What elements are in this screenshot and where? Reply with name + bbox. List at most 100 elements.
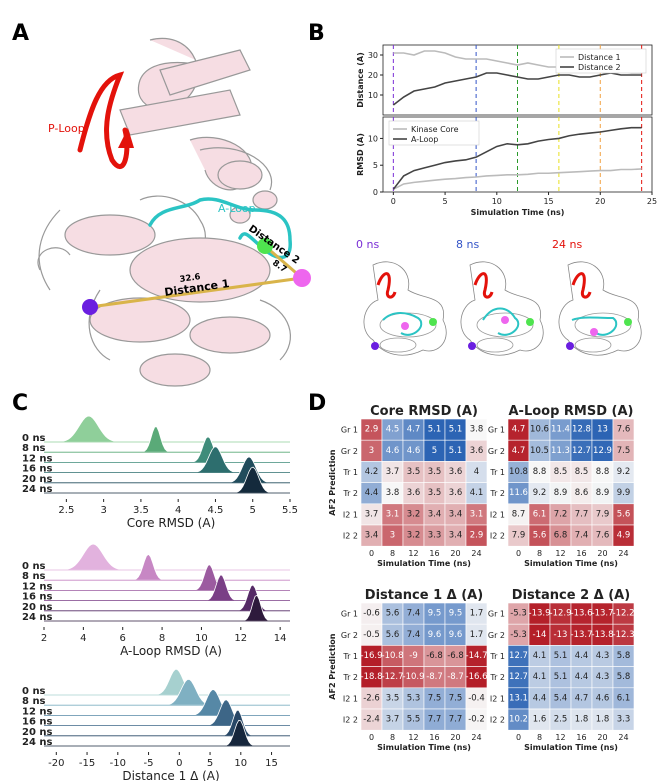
heatmap-cell-value: 3.8 [386, 488, 400, 498]
loop-coil [199, 147, 273, 191]
heatmap-title: A-Loop RMSD (A) [508, 404, 633, 419]
heatmap-cell-value: 8.6 [575, 488, 589, 498]
heatmap-cell-value: -8.7 [426, 672, 443, 682]
heatmap-y-axis-label: AF2 Prediction [328, 633, 337, 700]
distance-1-line [89, 276, 303, 309]
heatmap-cell-value: 8.8 [533, 467, 547, 477]
heatmap-cell-value: 9.5 [449, 609, 463, 619]
panel-label-c: C [12, 391, 28, 416]
ridge-label: 12 ns [22, 453, 53, 464]
heatmap-cell-value: -0.5 [363, 630, 380, 640]
heatmap-cell-value: 2.9 [365, 425, 379, 435]
x-tick-label: 2.5 [58, 505, 74, 516]
snapshot-protein-outline [558, 261, 642, 356]
panel-label-a: A [12, 21, 29, 46]
heatmap-cell-value: 8.9 [596, 488, 610, 498]
heatmap-cell-value: 3.5 [428, 488, 442, 498]
heatmap-title: Core RMSD (A) [370, 404, 478, 419]
heatmap-cell-value: 3.7 [386, 467, 400, 477]
snapshot-residue-3 [590, 328, 598, 336]
heatmap-cell-value: -16.9 [361, 651, 383, 661]
heatmap-row-label: I2 2 [343, 532, 358, 541]
distance-1-value: 32.6 [179, 272, 201, 285]
distance-2-value: 8.7 [270, 258, 288, 275]
heatmap-cell-value: 4.4 [365, 488, 379, 498]
x-tick-label: 15 [543, 197, 553, 206]
heatmap-cell-value: 10.2 [509, 715, 528, 725]
heatmap-cell-value: -8.7 [447, 672, 464, 682]
heatmap-cell-value: 12.7 [509, 672, 528, 682]
snapshot-helix [574, 337, 612, 353]
heatmap-cell-value: 9.2 [533, 488, 547, 498]
heatmap-col-label: 12 [408, 549, 418, 558]
heatmap-cell-value: 4.3 [596, 672, 610, 682]
density-ridge [44, 543, 290, 571]
snapshot-residue-2 [624, 318, 632, 326]
heatmap-cell-value: 6.8 [554, 531, 568, 541]
x-tick-label: 5 [250, 505, 256, 516]
heatmap-cell-value: 3.2 [407, 509, 421, 519]
ridge-label: 16 ns [22, 592, 53, 603]
x-tick-label: 3 [100, 505, 106, 516]
heatmap-cell-value: 8.7 [512, 509, 526, 519]
heatmap-row-label: Gr 1 [341, 426, 358, 435]
heatmap-cell-value: 3 [390, 531, 395, 541]
heatmap-cell-value: 4.4 [575, 651, 589, 661]
heatmap-row-label: I2 1 [490, 694, 505, 703]
heatmap-col-label: 20 [597, 549, 607, 558]
loop-coil [259, 299, 291, 361]
heatmap-cell-value: -10.8 [382, 651, 404, 661]
heatmap-cell-value: -5.3 [510, 630, 527, 640]
heatmap-title: Distance 2 Δ (A) [512, 588, 630, 603]
heatmap-col-label: 0 [516, 549, 521, 558]
snapshot-a-loop [482, 307, 520, 336]
heatmap-title: Distance 1 Δ (A) [365, 588, 483, 603]
heatmap-cell-value: 10.8 [509, 467, 528, 477]
protein-structure: P-Loop A-Loop Distance 1 32.6 Distance 2… [37, 37, 311, 387]
x-tick-label: 10 [234, 758, 247, 769]
heatmap-cell-value: 11.3 [551, 446, 570, 456]
snapshot-row: 0 ns 8 ns 24 ns [356, 238, 642, 356]
heatmap-col-label: 12 [408, 733, 418, 742]
series-line-distance-2 [392, 72, 642, 106]
heatmap-row-label: Tr 1 [342, 468, 358, 477]
heatmap-cell-value: 2.9 [470, 531, 484, 541]
density-ridge [44, 719, 290, 747]
heatmap-cell-value: 3.4 [449, 531, 463, 541]
heatmap-cell-value: -13.7 [571, 630, 593, 640]
heatmap-cell-value: -18.8 [361, 672, 383, 682]
heatmap-cell-value: -14.7 [466, 651, 488, 661]
x-tick-label: 3.5 [133, 505, 149, 516]
loop-coil [38, 209, 61, 291]
heatmap-cell-value: 3.3 [428, 531, 442, 541]
heatmap-cell-value: 7.9 [596, 509, 610, 519]
snapshot-residue-1 [468, 342, 476, 350]
snapshot-p-loop [376, 272, 397, 299]
x-tick-label: 2 [41, 633, 47, 644]
heatmap-cell-value: 4 [474, 467, 479, 477]
heatmap-cell-value: -13.6 [571, 609, 593, 619]
x-tick-label: 8 [159, 633, 165, 644]
heatmap-row-label: I2 1 [343, 510, 358, 519]
x-tick-label: -5 [144, 758, 154, 769]
heatmap-cell-value: 7.7 [449, 715, 463, 725]
heatmap-cell-value: 7.5 [449, 693, 463, 703]
heatmap-cell-value: 3.8 [470, 425, 484, 435]
density-ridge [44, 699, 290, 726]
x-tick-label: 4.5 [208, 505, 224, 516]
heatmap-cell-value: 13.1 [509, 693, 528, 703]
heatmap-col-label: 16 [429, 549, 439, 558]
heatmap-cell-value: -0.2 [468, 715, 485, 725]
heatmap-cell-value: 4.7 [512, 446, 526, 456]
ridge-label: 12 ns [22, 581, 53, 592]
ridge-label: 24 ns [22, 484, 53, 495]
heatmap-row-label: Gr 1 [341, 610, 358, 619]
heatmap-cell-value: -13 [554, 630, 568, 640]
heatmap-x-axis-label: Simulation Time (ns) [377, 743, 471, 752]
heatmap-cell-value: -16.6 [466, 672, 488, 682]
x-axis-label: Distance 1 Δ (A) [122, 769, 219, 781]
heatmap-row-label: I2 1 [343, 694, 358, 703]
heatmap-cell-value: 5.1 [428, 425, 442, 435]
heatmap-row-label: I2 2 [490, 532, 505, 541]
